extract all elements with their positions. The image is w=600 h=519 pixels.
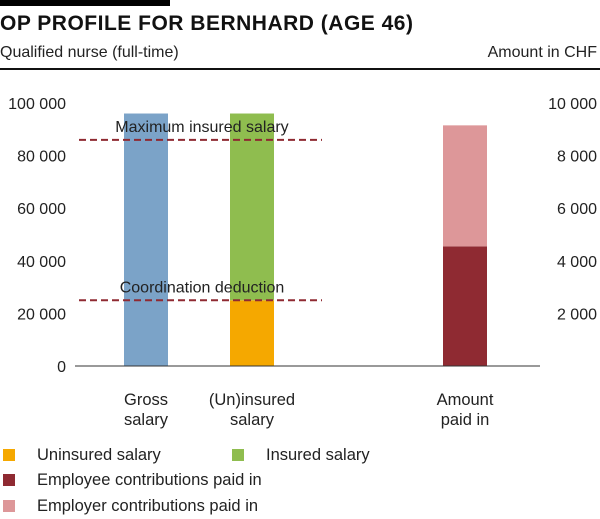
right-axis-tick-label: 2 000 xyxy=(557,306,597,323)
legend-label-uninsured: Uninsured salary xyxy=(37,445,161,464)
left-axis-tick-label: 0 xyxy=(57,359,66,376)
left-axis-tick-label: 100 000 xyxy=(8,96,66,113)
category-label: Amount xyxy=(437,391,494,409)
legend-label-employee: Employee contributions paid in xyxy=(37,470,262,489)
left-axis-tick-label: 40 000 xyxy=(17,254,66,271)
right-axis-tick-label: 4 000 xyxy=(557,254,597,271)
category-label: (Un)insured xyxy=(209,391,295,409)
right-axis-tick-label: 10 000 xyxy=(548,96,597,113)
threshold-label: Coordination deduction xyxy=(120,279,285,296)
right-axis-tick-label: 6 000 xyxy=(557,201,597,218)
bar-employer xyxy=(443,125,487,247)
unit-label: Amount in CHF xyxy=(487,44,597,61)
chart-subtitle: Qualified nurse (full-time) xyxy=(0,44,179,61)
bar-employee xyxy=(443,246,487,366)
header-rule xyxy=(0,68,600,70)
bar-uninsured xyxy=(230,300,274,366)
legend-item-employer: Employer contributions paid in xyxy=(3,496,258,516)
left-axis-tick-label: 80 000 xyxy=(17,149,66,166)
legend-swatch-insured xyxy=(232,449,244,461)
bar-insured xyxy=(230,113,274,301)
category-label: salary xyxy=(124,411,169,429)
left-axis-tick-label: 20 000 xyxy=(17,306,66,323)
header-accent-bar xyxy=(0,0,170,6)
left-axis-tick-label: 60 000 xyxy=(17,201,66,218)
legend-swatch-employee xyxy=(3,474,15,486)
category-label: paid in xyxy=(441,411,490,429)
threshold-label: Maximum insured salary xyxy=(115,119,288,136)
legend-swatch-employer xyxy=(3,500,15,512)
legend-item-insured: Insured salary xyxy=(232,445,370,465)
legend-label-employer: Employer contributions paid in xyxy=(37,496,259,515)
legend-item-employee: Employee contributions paid in xyxy=(3,470,262,490)
chart-title: OP PROFILE FOR BERNHARD (AGE 46) xyxy=(0,12,414,35)
legend: Uninsured salary Insured salary Employee… xyxy=(0,444,600,519)
legend-swatch-uninsured xyxy=(3,449,15,461)
legend-item-uninsured: Uninsured salary xyxy=(3,445,161,465)
category-label: Gross xyxy=(124,391,168,409)
right-axis-tick-label: 8 000 xyxy=(557,149,597,166)
legend-label-insured: Insured salary xyxy=(266,445,370,464)
category-label: salary xyxy=(230,411,275,429)
stacked-bar-chart: 0 20 000 40 000 60 000 80 000 100 000 2 000 4 0… xyxy=(8,96,597,429)
bar-gross xyxy=(124,113,168,367)
